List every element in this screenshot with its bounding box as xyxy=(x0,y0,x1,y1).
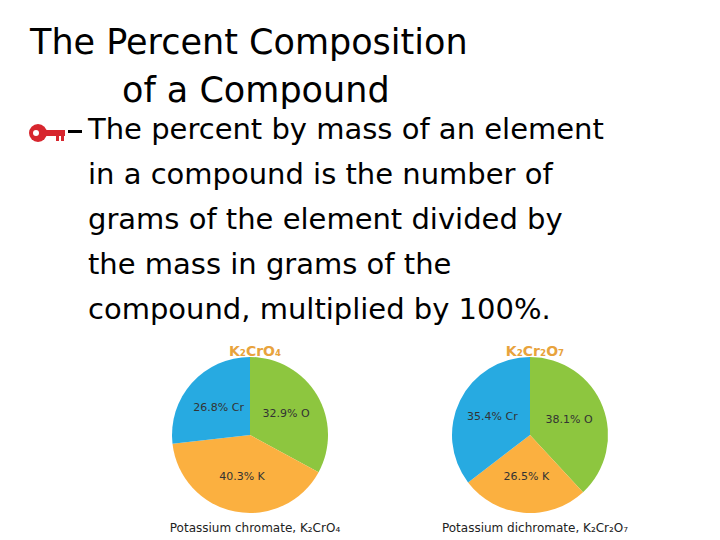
svg-text:26.8% Cr: 26.8% Cr xyxy=(193,401,244,414)
svg-text:Potassium dichromate, K₂Cr₂O₇: Potassium dichromate, K₂Cr₂O₇ xyxy=(442,521,628,535)
svg-text:26.5% K: 26.5% K xyxy=(504,470,550,483)
svg-text:38.1% O: 38.1% O xyxy=(546,413,593,426)
html-text:in a compound is the number of: in a compound is the number of xyxy=(88,157,553,191)
html-text:The Percent Composition: The Percent Composition xyxy=(30,22,468,62)
html-text:grams of the element divided b: grams of the element divided by xyxy=(88,202,563,236)
svg-text:K₂CrO₄: K₂CrO₄ xyxy=(229,343,281,359)
svg-text:35.4% Cr: 35.4% Cr xyxy=(467,410,518,423)
html-text:The percent by mass of an elem: The percent by mass of an element xyxy=(88,112,604,146)
svg-text:K₂Cr₂O₇: K₂Cr₂O₇ xyxy=(506,343,564,359)
html-text:the mass in grams of the: the mass in grams of the xyxy=(88,247,452,281)
html-text:compound, multiplied by 100%.: compound, multiplied by 100%. xyxy=(88,292,551,326)
svg-text:40.3% K: 40.3% K xyxy=(219,470,265,483)
svg-text:Potassium chromate, K₂CrO₄: Potassium chromate, K₂CrO₄ xyxy=(170,521,341,535)
svg-text:32.9% O: 32.9% O xyxy=(263,407,310,420)
html-text:of a Compound: of a Compound xyxy=(122,70,390,110)
